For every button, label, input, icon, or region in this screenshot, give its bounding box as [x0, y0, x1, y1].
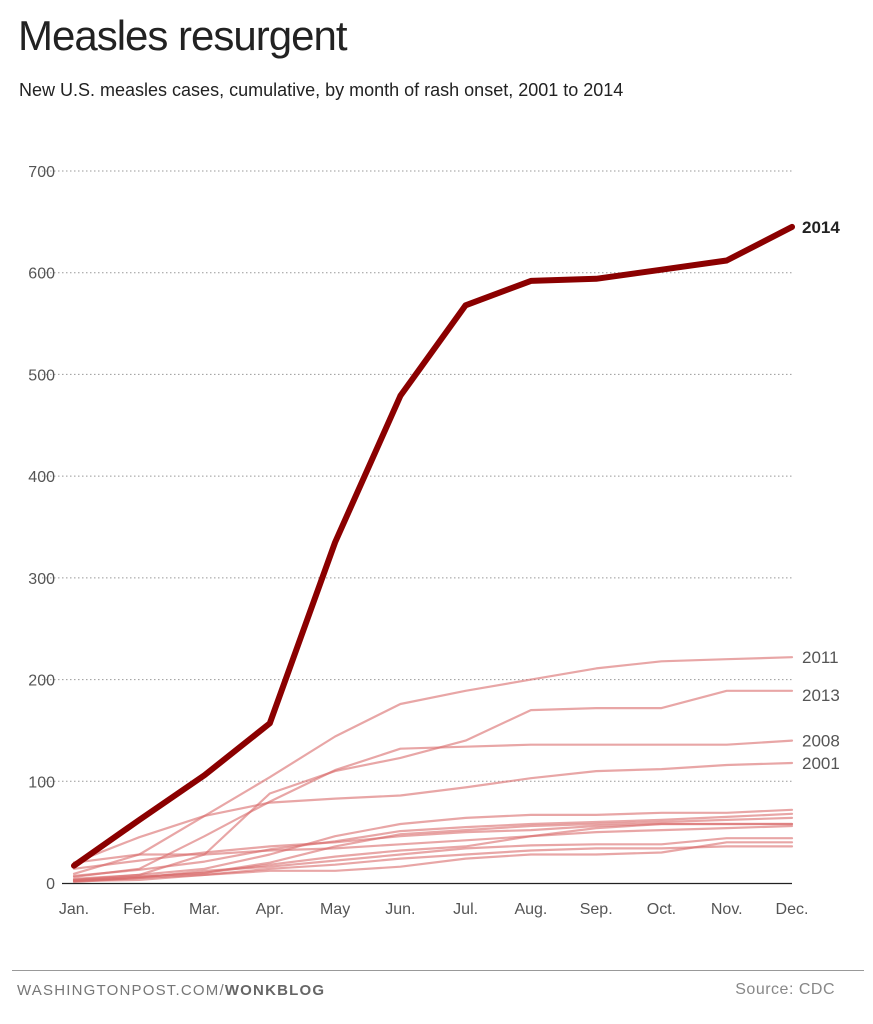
- series-label-2008: 2008: [802, 732, 840, 751]
- x-tick-label: Jul.: [453, 901, 478, 918]
- x-tick-label: Feb.: [123, 901, 155, 918]
- y-tick-label: 200: [28, 673, 55, 690]
- series-label-2001: 2001: [802, 754, 840, 773]
- gridlines: [42, 170, 792, 782]
- x-tick-label: Sep.: [580, 901, 613, 918]
- section-name: WONKBLOG: [224, 982, 326, 999]
- series-line-unlabeled-10: [72, 824, 794, 864]
- line-chart: 0 100 200 300 400 500 600 700 Jan. Feb. Mar. Apr. M…: [28, 164, 840, 918]
- chart-subtitle: New U.S. measles cases, cumulative, by m…: [19, 80, 624, 100]
- x-tick-label: Nov.: [711, 901, 743, 918]
- x-tick-label: Jun.: [385, 901, 415, 918]
- series-line-unlabeled-9: [72, 822, 794, 882]
- series-line-2013: [72, 689, 794, 882]
- y-tick-label: 400: [28, 469, 55, 486]
- series-labels: 2014 2011 2013 2008 2001: [802, 218, 840, 773]
- x-tick-label: Mar.: [189, 901, 220, 918]
- x-tick-label: Oct.: [647, 901, 676, 918]
- x-axis-ticks: Jan. Feb. Mar. Apr. May Jun. Jul. Aug. Sep. Oct. N…: [59, 901, 809, 918]
- y-tick-label: 700: [28, 164, 55, 181]
- footer-divider: [12, 970, 864, 971]
- series-label-2013: 2013: [802, 686, 840, 705]
- x-tick-label: Dec.: [776, 901, 809, 918]
- highlight-series: [71, 223, 795, 869]
- series-line-2014: [71, 223, 795, 869]
- source-credit-site[interactable]: WASHINGTONPOST.COM/WONKBLOG: [17, 982, 325, 999]
- x-tick-label: Jan.: [59, 901, 89, 918]
- y-tick-label: 100: [28, 774, 55, 791]
- series-label-2011: 2011: [802, 648, 839, 667]
- y-tick-label: 0: [46, 876, 55, 893]
- x-tick-label: Aug.: [514, 901, 547, 918]
- x-tick-label: Apr.: [256, 901, 284, 918]
- series-line-2011: [72, 656, 794, 875]
- series-line-unlabeled-11: [72, 837, 794, 883]
- y-tick-label: 500: [28, 367, 55, 384]
- series-line-unlabeled-13: [72, 845, 794, 883]
- y-tick-label: 300: [28, 571, 55, 588]
- y-axis-ticks: 0 100 200 300 400 500 600 700: [28, 164, 55, 893]
- series-line-2008: [72, 739, 794, 879]
- series-line-unlabeled-6: [72, 812, 794, 878]
- series-line-2001: [72, 761, 794, 864]
- series-label-2014: 2014: [802, 218, 840, 237]
- x-tick-label: May: [320, 901, 350, 918]
- series-line-unlabeled-5: [72, 808, 794, 881]
- data-source: Source: CDC: [735, 981, 835, 998]
- background-series: [72, 656, 794, 884]
- site-name: WASHINGTONPOST.COM/: [17, 982, 225, 999]
- y-tick-label: 600: [28, 266, 55, 283]
- chart-title: Measles resurgent: [18, 12, 347, 59]
